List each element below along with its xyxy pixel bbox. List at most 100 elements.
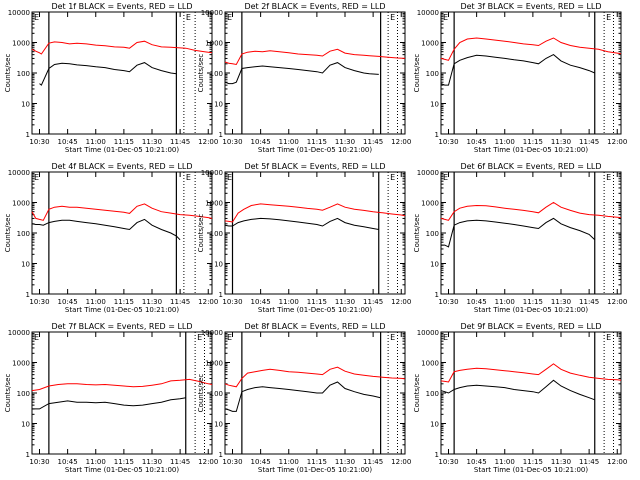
- x-axis-label: Start Time (01-Dec-05 10:21:00): [474, 306, 588, 314]
- panel-8: Det 8f BLACK = Events, RED = LLD E E 1 10 100…: [197, 322, 411, 474]
- panel-3: Det 3f BLACK = Events, RED = LLD E E 1 10 100…: [413, 2, 627, 154]
- y-tick-label: 1: [26, 291, 30, 299]
- corner-glyph: E: [390, 13, 395, 22]
- x-tick-label: 10:30: [222, 138, 242, 146]
- x-tick-label: 10:30: [29, 298, 49, 306]
- x-tick-label: 11:45: [363, 138, 383, 146]
- x-tick-label: 11:00: [279, 138, 299, 146]
- corner-glyph: E: [186, 173, 191, 182]
- y-axis-label: Counts/sec: [4, 214, 12, 253]
- x-tick-label: 12:00: [198, 138, 218, 146]
- x-axis-label: Start Time (01-Dec-05 10:21:00): [258, 146, 372, 154]
- y-axis-label: Counts/sec: [413, 54, 421, 93]
- x-tick-label: 11:30: [142, 458, 162, 466]
- corner-glyph: E: [443, 13, 448, 22]
- x-tick-label: 10:45: [467, 298, 487, 306]
- corner-glyph: E: [34, 333, 39, 342]
- plot-frame: [31, 171, 213, 295]
- series-lld-line: [440, 201, 622, 221]
- panel-title: Det 6f BLACK = Events, RED = LLD: [460, 162, 601, 171]
- y-tick-label: 1: [435, 291, 439, 299]
- plot-frame: [31, 11, 213, 135]
- x-tick-label: 10:30: [438, 458, 458, 466]
- series-events-line: [39, 62, 177, 86]
- x-tick-label: 11:45: [579, 458, 599, 466]
- corner-glyph: E: [227, 333, 232, 342]
- panel-1: Det 1f BLACK = Events, RED = LLD E E 1 10 100…: [4, 2, 218, 154]
- y-tick-label: 1000: [421, 360, 439, 368]
- x-tick-label: 10:30: [438, 298, 458, 306]
- x-tick-label: 11:30: [335, 138, 355, 146]
- y-tick-label: 10: [214, 101, 223, 109]
- y-tick-label: 10000: [417, 169, 439, 177]
- y-tick-label: 10000: [201, 169, 223, 177]
- y-tick-label: 100: [17, 390, 30, 398]
- x-tick-label: 11:00: [495, 298, 515, 306]
- panel-title: Det 2f BLACK = Events, RED = LLD: [244, 2, 385, 11]
- x-tick-label: 10:45: [58, 298, 78, 306]
- y-tick-label: 1000: [12, 40, 30, 48]
- corner-glyph: E: [443, 173, 448, 182]
- x-tick-label: 12:00: [607, 458, 627, 466]
- series-lld-line: [440, 37, 622, 61]
- y-tick-label: 1: [219, 291, 223, 299]
- y-axis-label: Counts/sec: [197, 374, 205, 413]
- y-axis-label: Counts/sec: [413, 214, 421, 253]
- x-tick-label: 11:00: [86, 298, 106, 306]
- panel-title: Det 7f BLACK = Events, RED = LLD: [51, 322, 192, 331]
- y-tick-label: 1: [219, 131, 223, 139]
- plot-frame: [440, 171, 622, 295]
- x-tick-label: 10:30: [29, 458, 49, 466]
- x-tick-label: 10:45: [251, 138, 271, 146]
- y-tick-label: 1000: [205, 360, 223, 368]
- panel-title: Det 1f BLACK = Events, RED = LLD: [51, 2, 192, 11]
- x-axis-label: Start Time (01-Dec-05 10:21:00): [65, 146, 179, 154]
- series-events-line: [224, 217, 379, 230]
- y-tick-label: 1: [26, 131, 30, 139]
- corner-glyph: E: [606, 173, 611, 182]
- y-tick-label: 10: [21, 261, 30, 269]
- y-tick-label: 100: [210, 390, 223, 398]
- plot-frame: [440, 331, 622, 455]
- x-tick-label: 11:45: [579, 298, 599, 306]
- y-axis-label: Counts/sec: [4, 374, 12, 413]
- x-tick-label: 11:30: [551, 458, 571, 466]
- x-tick-label: 10:30: [438, 138, 458, 146]
- x-tick-label: 11:45: [363, 298, 383, 306]
- corner-glyph: E: [186, 13, 191, 22]
- x-tick-label: 11:15: [307, 458, 327, 466]
- corner-glyph: E: [443, 333, 448, 342]
- y-tick-label: 10: [430, 101, 439, 109]
- series-lld-line: [31, 40, 213, 55]
- x-tick-label: 12:00: [607, 138, 627, 146]
- x-tick-label: 12:00: [607, 298, 627, 306]
- panel-title: Det 4f BLACK = Events, RED = LLD: [51, 162, 192, 171]
- x-axis-label: Start Time (01-Dec-05 10:21:00): [258, 306, 372, 314]
- x-axis-label: Start Time (01-Dec-05 10:21:00): [65, 306, 179, 314]
- panel-7: Det 7f BLACK = Events, RED = LLD E E 1 10 100…: [4, 322, 218, 474]
- x-tick-label: 11:15: [307, 138, 327, 146]
- x-tick-label: 11:15: [523, 138, 543, 146]
- y-tick-label: 10000: [8, 329, 30, 337]
- panel-4: Det 4f BLACK = Events, RED = LLD E E 1 10 100…: [4, 162, 218, 314]
- series-events-line: [441, 217, 596, 248]
- panel-title: Det 5f BLACK = Events, RED = LLD: [244, 162, 385, 171]
- x-tick-label: 11:30: [335, 458, 355, 466]
- x-tick-label: 11:45: [579, 138, 599, 146]
- x-tick-label: 12:00: [198, 298, 218, 306]
- x-tick-label: 11:45: [170, 138, 190, 146]
- y-tick-label: 1000: [205, 200, 223, 208]
- x-tick-label: 11:30: [335, 298, 355, 306]
- y-tick-label: 100: [210, 70, 223, 78]
- y-tick-label: 10: [430, 421, 439, 429]
- x-tick-label: 11:15: [307, 298, 327, 306]
- x-tick-label: 10:30: [222, 298, 242, 306]
- series-events-line: [32, 397, 186, 410]
- x-tick-label: 10:45: [251, 298, 271, 306]
- x-tick-label: 11:45: [170, 458, 190, 466]
- corner-glyph: E: [390, 173, 395, 182]
- x-tick-label: 11:15: [114, 298, 134, 306]
- x-tick-label: 11:00: [495, 458, 515, 466]
- corner-glyph: E: [227, 173, 232, 182]
- x-tick-label: 11:45: [170, 298, 190, 306]
